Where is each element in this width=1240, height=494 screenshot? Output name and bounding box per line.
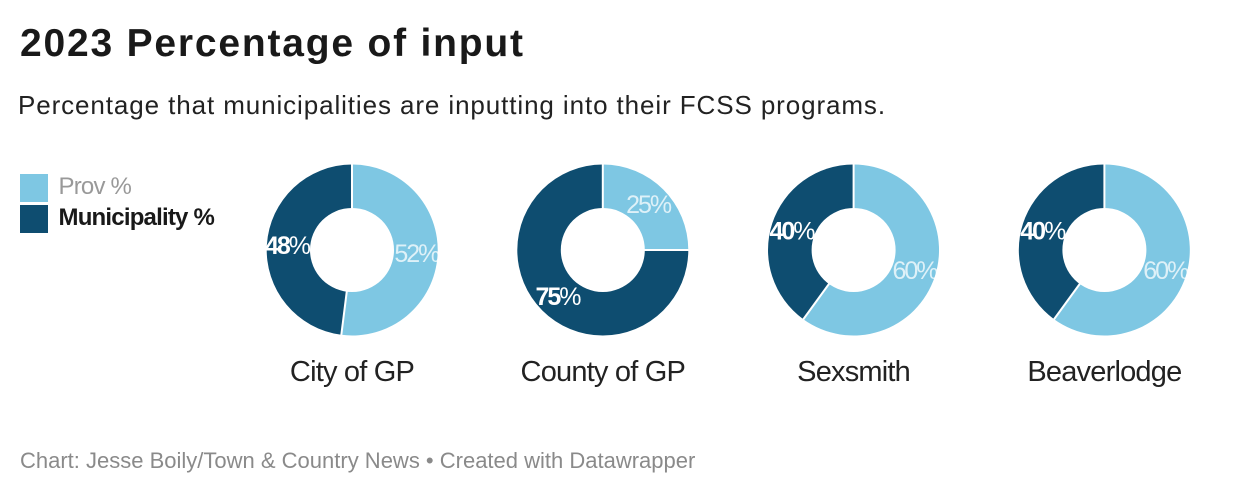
svg-text:40%: 40%: [769, 218, 815, 246]
svg-text:52%: 52%: [394, 240, 440, 268]
svg-text:25%: 25%: [626, 191, 672, 219]
svg-text:60%: 60%: [1143, 257, 1189, 285]
svg-text:75%: 75%: [535, 283, 581, 311]
svg-text:40%: 40%: [1020, 218, 1066, 246]
svg-text:60%: 60%: [892, 257, 938, 285]
svg-text:48%: 48%: [265, 232, 311, 260]
